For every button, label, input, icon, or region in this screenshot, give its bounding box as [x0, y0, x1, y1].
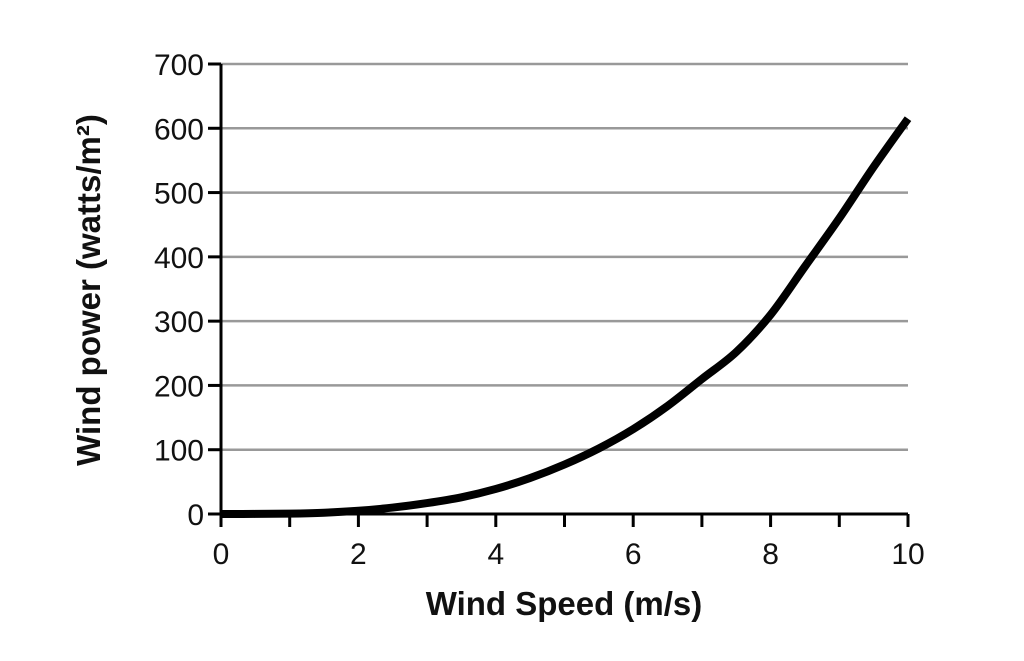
x-axis: 0 2 4 6 8 10: [208, 512, 925, 571]
x-axis-title: Wind Speed (m/s): [426, 585, 703, 622]
y-axis-title: Wind power (watts/m²): [70, 114, 107, 466]
y-tick-label: 0: [187, 499, 204, 532]
horizontal-gridlines: [221, 62, 908, 451]
x-tick-label: 10: [891, 538, 924, 571]
x-tick-label: 4: [487, 538, 504, 571]
y-tick-label: 100: [154, 435, 204, 468]
x-tick-label: 6: [625, 538, 642, 571]
x-tick-label: 2: [350, 538, 367, 571]
y-tick-label: 600: [154, 113, 204, 146]
y-axis: 0 100 200 300 400 500 600 700: [154, 49, 223, 532]
data-series: [220, 116, 912, 518]
x-tick-label: 8: [762, 538, 779, 571]
x-tick-label: 0: [213, 538, 230, 571]
y-tick-label: 200: [154, 370, 204, 403]
y-tick-label: 300: [154, 306, 204, 339]
y-tick-label: 700: [154, 49, 204, 82]
wind-power-curve: [220, 116, 912, 518]
y-tick-label: 500: [154, 178, 204, 211]
y-tick-label: 400: [154, 242, 204, 275]
